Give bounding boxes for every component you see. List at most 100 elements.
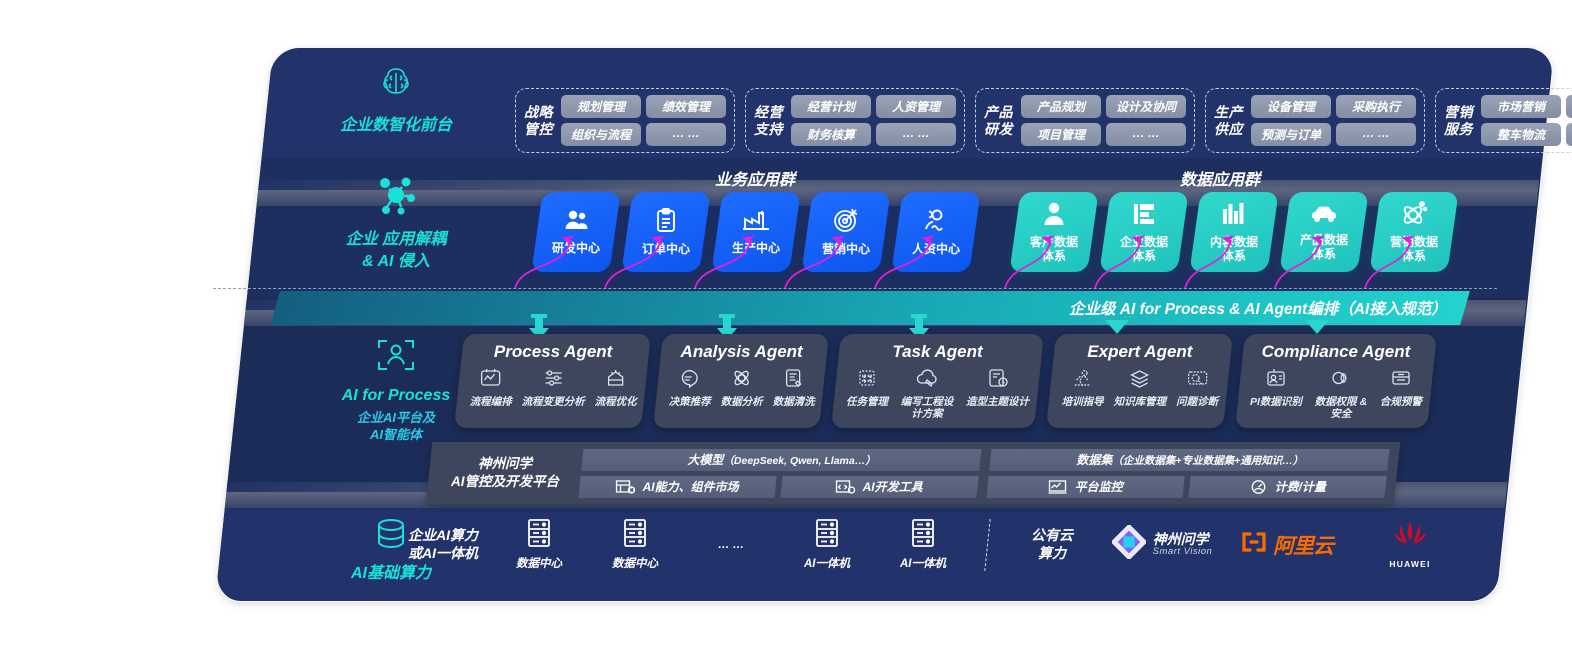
domain-chip[interactable]: 设计及协同: [1106, 95, 1186, 118]
card-label: 产品数据 体系: [1299, 233, 1348, 262]
domain-chip[interactable]: 财务核算: [791, 123, 871, 146]
design-doc-icon: [987, 368, 1009, 393]
domain-chip[interactable]: … …: [1106, 123, 1186, 146]
agent-capability[interactable]: 任务管理: [846, 368, 888, 420]
agent-capability-row: 决策推荐 数据分析 数据清洗: [669, 368, 815, 408]
infra-item-0[interactable]: 企业AI算力 或AI一体机: [395, 527, 491, 562]
domain-chip[interactable]: 经营计划: [791, 95, 871, 118]
brand-huawei[interactable]: HUAWEI: [1348, 520, 1472, 569]
agent-card-2[interactable]: Task Agent 任务管理 编写工程设计方案 造型主题设计: [831, 334, 1044, 429]
infra-item-3[interactable]: … …: [683, 538, 779, 552]
layer3-label-line1: AI for Process: [341, 387, 451, 404]
domain-chip[interactable]: 绩效管理: [646, 95, 726, 118]
domain-chip[interactable]: 市场营销: [1481, 95, 1561, 118]
infra-item-1[interactable]: 数据中心: [491, 518, 587, 571]
domain-chip[interactable]: 组织与流程: [561, 123, 641, 146]
agent-capability[interactable]: 流程优化: [595, 368, 637, 408]
agent-capability-row: 任务管理 编写工程设计方案 造型主题设计: [846, 368, 1029, 420]
bar-large-model[interactable]: 大模型（DeepSeek, Qwen, Llama…）: [581, 448, 982, 471]
domain-group-3[interactable]: 生产 供应 设备管理 采购执行 预测与订单… …: [1205, 88, 1425, 153]
agent-card-4[interactable]: Compliance Agent PI数据识别 数据权限 & 安全 合规预警: [1234, 334, 1437, 429]
agent-capability-label: 数据清洗: [772, 396, 815, 408]
agent-capability[interactable]: 数据权限 & 安全: [1311, 368, 1369, 420]
gauge-icon: [1249, 479, 1267, 495]
infra-item-label: 企业AI算力 或AI一体机: [408, 527, 478, 561]
agent-capability-label: 培训指导: [1061, 396, 1104, 408]
domain-chip[interactable]: 整车物流: [1481, 123, 1561, 146]
agent-capability[interactable]: 造型主题设计: [966, 368, 1029, 420]
domain-chip[interactable]: … …: [646, 123, 726, 146]
infra-item-5[interactable]: AI一体机: [875, 518, 971, 571]
agent-capability-row: 流程编排 流程变更分析 流程优化: [470, 368, 637, 408]
agent-capability-label: 知识库管理: [1113, 396, 1167, 408]
domain-chip[interactable]: 人资管理: [876, 95, 956, 118]
agent-capability-row: 培训指导 知识库管理 问题诊断: [1062, 368, 1218, 408]
ai-platform-strip: 神州问学 AI管控及开发平台 大模型（DeepSeek, Qwen, Llama…: [425, 442, 1401, 504]
agent-capability-label: 数据分析: [720, 396, 763, 408]
infra-item-2[interactable]: 数据中心: [587, 518, 683, 571]
brand-name: 神州问学: [1152, 531, 1209, 548]
domain-chip[interactable]: 产品规划: [1021, 95, 1101, 118]
data-card-1[interactable]: 企业数据 体系: [1099, 192, 1189, 272]
brand-shenzhou[interactable]: 神州问学 Smart Vision: [1100, 523, 1224, 564]
alert-doc-icon: [1389, 368, 1411, 393]
domain-group-1[interactable]: 经营 支持 经营计划 人资管理 财务核算… …: [745, 88, 965, 153]
domain-chip[interactable]: 项目管理: [1021, 123, 1101, 146]
business-card-4[interactable]: 人资中心: [891, 192, 981, 272]
agent-capability[interactable]: 编写工程设计方案: [898, 368, 956, 420]
domain-chip[interactable]: … …: [876, 123, 956, 146]
data-card-0[interactable]: 客户数据 体系: [1009, 192, 1099, 272]
agent-capability[interactable]: 问题诊断: [1176, 368, 1218, 408]
domain-chip[interactable]: 采购执行: [1336, 95, 1416, 118]
huawei-flower-icon: [1389, 520, 1431, 557]
agent-capability[interactable]: PI数据识别: [1250, 368, 1301, 420]
agent-capability[interactable]: 培训指导: [1062, 368, 1104, 408]
user-icon: [1042, 200, 1066, 231]
brand-aliyun[interactable]: 阿里云: [1224, 530, 1348, 560]
business-card-1[interactable]: 订单中心: [621, 192, 711, 272]
brain-icon: [374, 64, 418, 109]
data-card-3[interactable]: 产品数据 体系: [1279, 192, 1369, 272]
domain-group-2[interactable]: 产品 研发 产品规划 设计及协同 项目管理… …: [975, 88, 1195, 153]
agent-capability[interactable]: 决策推荐: [669, 368, 711, 408]
agent-capability[interactable]: 数据清洗: [773, 368, 815, 408]
devtool-icon: [836, 479, 856, 495]
data-card-4[interactable]: 营销数据 体系: [1369, 192, 1459, 272]
infra-divider: [984, 518, 991, 571]
domain-chip[interactable]: … …: [1566, 123, 1572, 146]
diagnose-icon: [1186, 368, 1208, 393]
domain-chip[interactable]: 设备管理: [1251, 95, 1331, 118]
platform-col-model: 大模型（DeepSeek, Qwen, Llama…） AI能力、组件市场: [578, 448, 982, 498]
agent-capability[interactable]: 流程编排: [470, 368, 512, 408]
domain-chip[interactable]: 客户关系: [1566, 95, 1572, 118]
agent-card-1[interactable]: Analysis Agent 决策推荐 数据分析 数据清洗: [653, 334, 829, 429]
agent-card-3[interactable]: Expert Agent 培训指导 知识库管理 问题诊断: [1046, 334, 1233, 429]
agent-capability[interactable]: 数据分析: [721, 368, 763, 408]
card-label: 客户数据 体系: [1029, 235, 1078, 264]
domain-group-0[interactable]: 战略 管控 规划管理 绩效管理 组织与流程… …: [515, 88, 735, 153]
infra-item-4[interactable]: AI一体机: [779, 518, 875, 571]
domain-chip[interactable]: 规划管理: [561, 95, 641, 118]
cloud-write-icon: [915, 368, 939, 393]
infra-item-label: AI一体机: [804, 558, 850, 570]
bar-monitor[interactable]: 平台监控: [986, 475, 1185, 498]
agent-capability[interactable]: 合规预警: [1379, 368, 1421, 420]
domain-chip[interactable]: … …: [1336, 123, 1416, 146]
domain-group-4[interactable]: 营销服务市场营销客户关系整车物流 … …: [1435, 88, 1572, 153]
business-card-2[interactable]: 生产中心: [711, 192, 801, 272]
server-icon: [909, 518, 937, 553]
agent-capability[interactable]: 知识库管理: [1113, 368, 1167, 408]
business-card-3[interactable]: 营销中心: [801, 192, 891, 272]
business-card-0[interactable]: 研发中心: [531, 192, 621, 272]
bar-dev-tools[interactable]: AI开发工具: [780, 475, 979, 498]
public-cloud-label: 公有云 算力: [1004, 527, 1100, 562]
bar-billing[interactable]: 计费/计量: [1188, 475, 1387, 498]
data-group-title: 数据应用群: [1180, 172, 1261, 189]
bar-ai-market[interactable]: AI能力、组件市场: [578, 475, 777, 498]
agent-card-0[interactable]: Process Agent 流程编排 流程变更分析 流程优化: [454, 334, 651, 429]
data-card-2[interactable]: 内容数据 体系: [1189, 192, 1279, 272]
agent-capability[interactable]: 流程变更分析: [522, 368, 585, 408]
domain-chip[interactable]: 预测与订单: [1251, 123, 1331, 146]
bar-dataset[interactable]: 数据集（企业数据集+专业数据集+通用知识…）: [989, 448, 1390, 471]
